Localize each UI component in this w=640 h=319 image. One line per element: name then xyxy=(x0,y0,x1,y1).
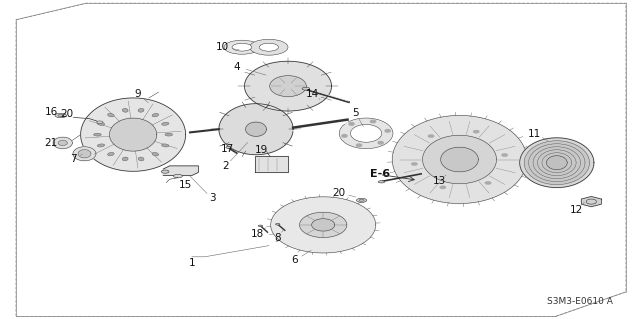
Ellipse shape xyxy=(302,87,310,90)
Polygon shape xyxy=(78,150,91,158)
Polygon shape xyxy=(533,147,580,179)
Text: 9: 9 xyxy=(134,89,141,99)
Ellipse shape xyxy=(351,124,381,142)
Text: E-6: E-6 xyxy=(370,169,390,179)
Ellipse shape xyxy=(224,40,260,54)
Ellipse shape xyxy=(359,199,364,201)
Text: 21: 21 xyxy=(45,137,58,148)
Ellipse shape xyxy=(152,152,159,156)
Circle shape xyxy=(371,120,376,123)
Polygon shape xyxy=(520,138,594,188)
Polygon shape xyxy=(300,212,347,238)
Text: 20: 20 xyxy=(333,188,346,198)
Ellipse shape xyxy=(161,170,169,173)
Text: 6: 6 xyxy=(291,255,298,265)
Ellipse shape xyxy=(122,157,128,161)
Text: 3: 3 xyxy=(209,193,216,204)
Ellipse shape xyxy=(258,225,262,226)
Circle shape xyxy=(440,186,446,189)
Polygon shape xyxy=(538,150,576,176)
Ellipse shape xyxy=(152,113,159,117)
Ellipse shape xyxy=(55,113,67,118)
Polygon shape xyxy=(441,147,478,172)
Ellipse shape xyxy=(250,39,288,55)
Text: 18: 18 xyxy=(251,228,264,239)
Text: 19: 19 xyxy=(255,145,268,155)
Polygon shape xyxy=(73,147,96,161)
Text: 12: 12 xyxy=(570,205,582,215)
Circle shape xyxy=(356,144,362,146)
Ellipse shape xyxy=(93,133,101,136)
Text: 14: 14 xyxy=(306,89,319,99)
Text: 1: 1 xyxy=(189,258,195,268)
Polygon shape xyxy=(81,98,186,171)
Text: 7: 7 xyxy=(70,154,77,165)
Polygon shape xyxy=(163,166,198,175)
Ellipse shape xyxy=(339,118,393,149)
Ellipse shape xyxy=(165,133,173,136)
Text: S3M3-E0610 A: S3M3-E0610 A xyxy=(547,297,613,306)
Ellipse shape xyxy=(378,181,385,183)
Circle shape xyxy=(378,141,383,144)
Text: 8: 8 xyxy=(275,233,281,243)
Ellipse shape xyxy=(122,108,128,112)
Text: 20: 20 xyxy=(61,109,74,119)
Circle shape xyxy=(385,130,390,132)
Text: 4: 4 xyxy=(234,62,240,72)
Polygon shape xyxy=(219,104,293,155)
Circle shape xyxy=(485,181,492,184)
Polygon shape xyxy=(58,140,67,145)
Polygon shape xyxy=(53,137,72,149)
Ellipse shape xyxy=(108,113,114,117)
Polygon shape xyxy=(269,76,307,97)
Ellipse shape xyxy=(138,157,144,161)
Ellipse shape xyxy=(97,121,103,123)
Circle shape xyxy=(411,162,417,166)
Polygon shape xyxy=(542,153,572,173)
Ellipse shape xyxy=(173,174,182,178)
Circle shape xyxy=(502,153,508,157)
Ellipse shape xyxy=(161,144,169,147)
Text: 15: 15 xyxy=(179,180,192,190)
Polygon shape xyxy=(392,115,527,204)
Ellipse shape xyxy=(275,223,280,225)
Text: 5: 5 xyxy=(352,108,358,118)
Ellipse shape xyxy=(356,198,367,203)
Ellipse shape xyxy=(259,43,278,51)
Ellipse shape xyxy=(161,122,169,125)
Ellipse shape xyxy=(226,146,231,148)
Polygon shape xyxy=(529,144,585,182)
Circle shape xyxy=(473,130,479,133)
Ellipse shape xyxy=(97,122,105,125)
Circle shape xyxy=(349,123,354,125)
Polygon shape xyxy=(524,141,589,185)
Circle shape xyxy=(342,135,347,137)
Ellipse shape xyxy=(232,43,252,51)
Polygon shape xyxy=(246,122,266,136)
Polygon shape xyxy=(547,156,567,170)
Ellipse shape xyxy=(138,108,144,112)
Text: 17: 17 xyxy=(221,144,234,154)
Polygon shape xyxy=(581,197,602,207)
Text: 2: 2 xyxy=(222,161,228,171)
Text: 11: 11 xyxy=(528,129,541,139)
Polygon shape xyxy=(271,197,376,253)
Polygon shape xyxy=(244,61,332,111)
Polygon shape xyxy=(312,219,335,231)
Text: 13: 13 xyxy=(433,176,445,186)
Polygon shape xyxy=(255,156,288,172)
Text: 16: 16 xyxy=(45,107,58,117)
Ellipse shape xyxy=(58,115,64,117)
Ellipse shape xyxy=(108,152,114,156)
Polygon shape xyxy=(109,118,157,151)
Circle shape xyxy=(428,135,434,138)
Ellipse shape xyxy=(97,144,105,147)
Text: 10: 10 xyxy=(216,42,229,52)
Polygon shape xyxy=(422,135,497,184)
